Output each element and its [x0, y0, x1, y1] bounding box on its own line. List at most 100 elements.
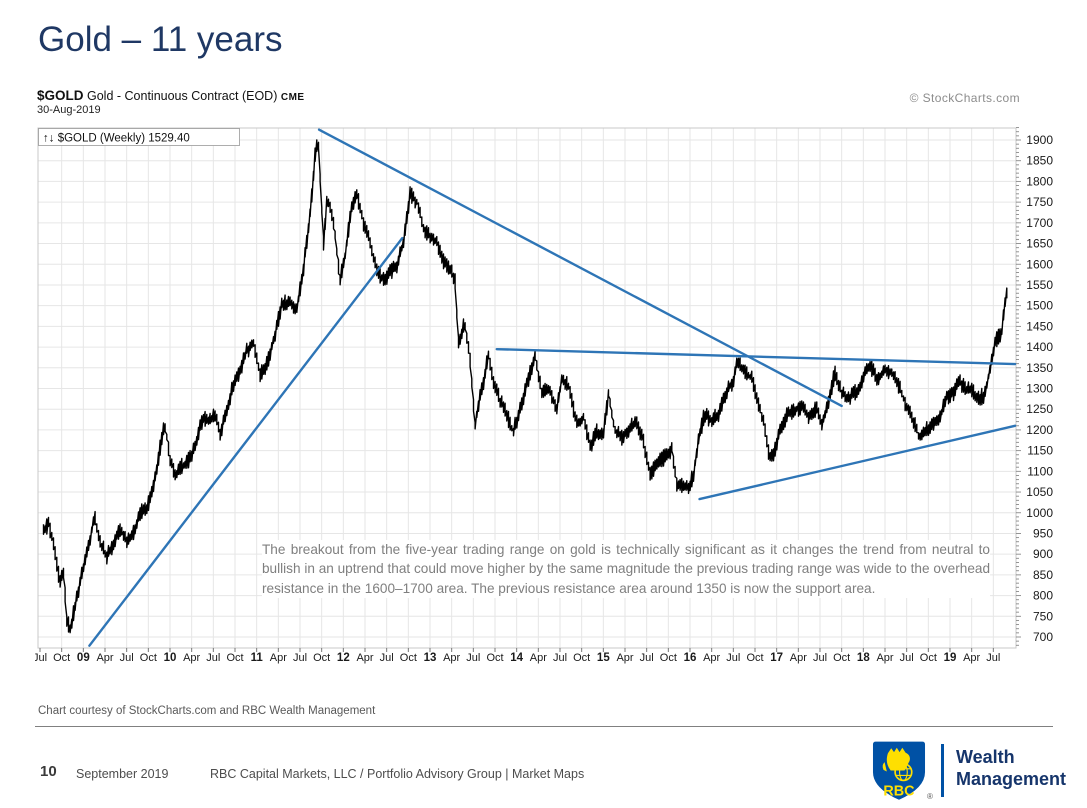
footer-date: September 2019 — [76, 767, 169, 781]
svg-text:14: 14 — [510, 652, 523, 664]
stockcharts-watermark: © StockCharts.com — [909, 91, 1020, 105]
registered-trademark: ® — [927, 792, 933, 801]
chart-header: $GOLD Gold - Continuous Contract (EOD) C… — [37, 88, 305, 103]
svg-text:Apr: Apr — [876, 652, 893, 664]
svg-text:750: 750 — [1033, 609, 1053, 623]
svg-text:19: 19 — [944, 652, 957, 664]
ticker-symbol: $GOLD — [37, 88, 84, 103]
rbc-shield-icon: RBC — [872, 741, 926, 800]
svg-text:Oct: Oct — [313, 652, 330, 664]
svg-text:1550: 1550 — [1026, 278, 1053, 292]
svg-text:1350: 1350 — [1026, 361, 1053, 375]
svg-text:Jul: Jul — [466, 652, 480, 664]
chart-credit-line: Chart courtesy of StockCharts.com and RB… — [38, 705, 376, 717]
svg-text:↑↓ $GOLD (Weekly) 1529.40: ↑↓ $GOLD (Weekly) 1529.40 — [43, 133, 190, 145]
ticker-description: Gold - Continuous Contract (EOD) — [87, 89, 278, 103]
svg-text:Oct: Oct — [833, 652, 850, 664]
svg-text:Apr: Apr — [96, 652, 113, 664]
svg-text:Jul: Jul — [553, 652, 567, 664]
chart-date: 30-Aug-2019 — [37, 104, 101, 116]
svg-text:1100: 1100 — [1027, 464, 1053, 478]
svg-text:700: 700 — [1033, 630, 1053, 644]
rbc-logo-text: RBC — [883, 783, 914, 799]
svg-text:Apr: Apr — [443, 652, 460, 664]
svg-text:Apr: Apr — [356, 652, 373, 664]
svg-text:15: 15 — [597, 652, 610, 664]
logo-separator — [941, 744, 944, 797]
svg-text:Oct: Oct — [573, 652, 590, 664]
trend-lines — [88, 128, 1017, 647]
svg-text:Jul: Jul — [986, 652, 1000, 664]
svg-text:1450: 1450 — [1026, 319, 1053, 333]
trend-line-downtrend-2011-2017 — [317, 128, 843, 408]
svg-text:1900: 1900 — [1026, 133, 1053, 147]
trend-line-uptrend-2009-2012 — [88, 236, 404, 647]
svg-text:1650: 1650 — [1026, 237, 1053, 251]
svg-text:12: 12 — [337, 652, 350, 664]
svg-text:950: 950 — [1033, 526, 1053, 540]
page-number: 10 — [40, 763, 57, 780]
rbc-wealth-management-logo: RBC ® Wealth Management — [870, 740, 1085, 804]
svg-text:Oct: Oct — [486, 652, 503, 664]
svg-text:Oct: Oct — [53, 652, 70, 664]
exchange-label: CME — [280, 92, 305, 103]
svg-text:Oct: Oct — [746, 652, 763, 664]
svg-text:Jul: Jul — [380, 652, 394, 664]
svg-text:Jul: Jul — [120, 652, 134, 664]
svg-text:Jul: Jul — [640, 652, 654, 664]
svg-text:Jul: Jul — [206, 652, 220, 664]
divider-line — [35, 726, 1053, 727]
svg-text:1400: 1400 — [1026, 340, 1053, 354]
svg-text:Oct: Oct — [920, 652, 937, 664]
svg-text:10: 10 — [164, 652, 177, 664]
svg-text:1150: 1150 — [1027, 444, 1053, 458]
trend-line-resistance-now-support — [495, 347, 1017, 366]
svg-text:1800: 1800 — [1026, 174, 1053, 188]
svg-text:1600: 1600 — [1026, 257, 1053, 271]
chart-legend: ↑↓ $GOLD (Weekly) 1529.40 — [38, 128, 240, 146]
svg-text:Apr: Apr — [270, 652, 287, 664]
chart-annotation-text: The breakout from the five-year trading … — [262, 540, 990, 598]
svg-text:18: 18 — [857, 652, 870, 664]
axis-labels: 1900 1850 1800 1750 1700 1650 1600 1550 1500 1450… — [33, 133, 1053, 664]
svg-text:1850: 1850 — [1026, 154, 1053, 168]
svg-text:Oct: Oct — [400, 652, 417, 664]
svg-text:1050: 1050 — [1026, 485, 1053, 499]
svg-text:Jul: Jul — [293, 652, 307, 664]
svg-text:800: 800 — [1033, 589, 1053, 603]
axes — [37, 127, 1021, 652]
svg-text:Apr: Apr — [616, 652, 633, 664]
svg-text:Apr: Apr — [963, 652, 980, 664]
svg-text:16: 16 — [684, 652, 697, 664]
svg-text:1200: 1200 — [1026, 423, 1053, 437]
svg-text:Jul: Jul — [813, 652, 827, 664]
svg-text:Oct: Oct — [140, 652, 157, 664]
svg-text:Jul: Jul — [726, 652, 740, 664]
svg-text:1000: 1000 — [1026, 506, 1053, 520]
svg-text:Oct: Oct — [226, 652, 243, 664]
svg-text:Apr: Apr — [790, 652, 807, 664]
svg-text:Apr: Apr — [183, 652, 200, 664]
svg-text:09: 09 — [77, 652, 90, 664]
svg-text:Apr: Apr — [530, 652, 547, 664]
svg-text:Apr: Apr — [703, 652, 720, 664]
svg-text:900: 900 — [1033, 547, 1053, 561]
trend-line-rising-support-2016-2019 — [698, 424, 1017, 501]
page-title: Gold – 11 years — [38, 20, 283, 59]
svg-text:11: 11 — [251, 652, 264, 664]
svg-text:Jul: Jul — [35, 652, 47, 664]
svg-text:1750: 1750 — [1026, 195, 1053, 209]
svg-text:17: 17 — [770, 652, 783, 664]
svg-text:1300: 1300 — [1026, 382, 1053, 396]
svg-text:13: 13 — [424, 652, 437, 664]
svg-text:850: 850 — [1033, 568, 1053, 582]
svg-text:1700: 1700 — [1026, 216, 1053, 230]
svg-text:Oct: Oct — [660, 652, 677, 664]
svg-text:1250: 1250 — [1026, 402, 1053, 416]
wealth-management-wordmark: Wealth Management — [956, 747, 1067, 789]
svg-text:Jul: Jul — [900, 652, 914, 664]
price-series — [42, 139, 1008, 634]
svg-text:1500: 1500 — [1026, 299, 1053, 313]
footer-source-line: RBC Capital Markets, LLC / Portfolio Adv… — [210, 767, 585, 781]
